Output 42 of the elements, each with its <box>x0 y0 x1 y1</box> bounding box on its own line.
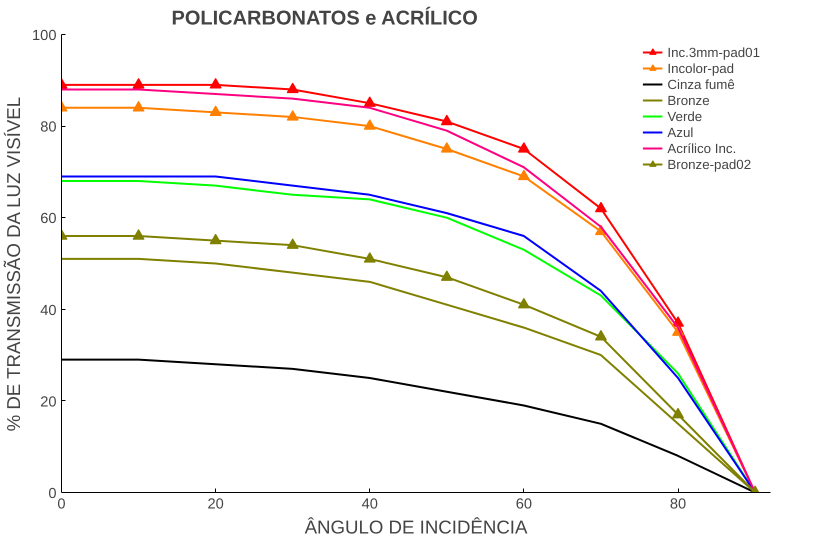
legend-label: Bronze <box>667 92 710 108</box>
y-tick-label: 60 <box>40 211 57 228</box>
x-tick-label: 60 <box>516 496 532 512</box>
point <box>286 238 299 249</box>
y-tick-label: 40 <box>40 302 57 319</box>
point <box>210 234 222 244</box>
point <box>286 82 299 94</box>
y-axis-title: % DE TRANSMISSÃO DA LUZ VISÍVEL <box>3 96 24 432</box>
point <box>132 100 145 112</box>
x-tick-label: 20 <box>207 496 224 512</box>
point <box>594 202 607 212</box>
point <box>132 78 145 89</box>
legend-label: Bronze-pad02 <box>667 156 752 172</box>
point <box>364 96 376 107</box>
point <box>286 110 299 121</box>
y-tick-label: 0 <box>48 486 57 502</box>
point <box>440 114 453 126</box>
point <box>440 270 453 281</box>
point <box>594 330 607 340</box>
legend-label: Cinza fumê <box>667 76 735 92</box>
legend-label: Incolor-pad <box>667 60 734 76</box>
point <box>518 170 530 180</box>
point <box>132 229 145 240</box>
point <box>210 106 222 116</box>
y-tick-label: 100 <box>32 28 57 44</box>
legend-label: Verde <box>667 108 702 124</box>
point <box>518 298 530 308</box>
chart-title: POLICARBONATOS e ACRÍLICO <box>172 6 478 30</box>
point <box>440 142 453 153</box>
legend-label: Acrílico Inc. <box>667 140 736 156</box>
x-axis-title: ÂNGULO DE INCIDÊNCIA <box>304 516 528 538</box>
legend-label: Azul <box>667 124 694 140</box>
legend-label: Inc.3mm-pad01 <box>667 44 760 60</box>
point <box>364 119 376 130</box>
x-tick-label: 40 <box>362 496 378 512</box>
point <box>210 78 222 89</box>
point <box>518 142 530 153</box>
point <box>364 252 376 263</box>
y-tick-label: 80 <box>40 120 57 136</box>
point <box>672 408 684 418</box>
y-tick-label: 20 <box>40 394 57 410</box>
x-tick-label: 80 <box>670 496 686 512</box>
